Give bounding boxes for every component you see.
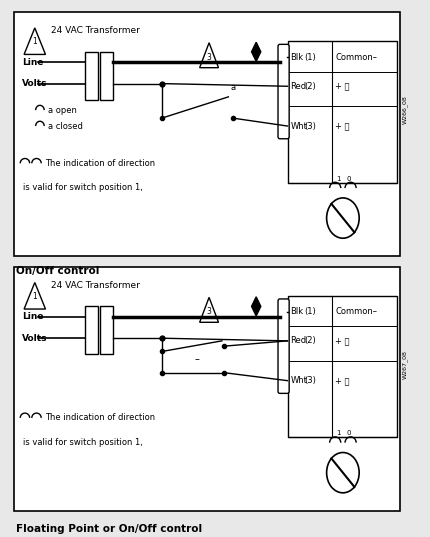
Text: Line: Line: [22, 313, 43, 322]
Text: 1: 1: [32, 37, 37, 46]
Text: (2): (2): [304, 336, 316, 345]
Text: (2): (2): [304, 82, 316, 91]
Text: Line: Line: [22, 58, 43, 67]
Polygon shape: [251, 42, 260, 61]
Bar: [14, 266, 399, 511]
Text: (3): (3): [304, 376, 316, 385]
Text: 24 VAC Transformer: 24 VAC Transformer: [50, 26, 139, 35]
Text: 0: 0: [346, 430, 350, 437]
Text: W267_08: W267_08: [401, 350, 406, 379]
Text: Floating Point or On/Off control: Floating Point or On/Off control: [16, 524, 202, 534]
Text: a closed: a closed: [48, 121, 82, 130]
Text: + ⌣: + ⌣: [335, 376, 349, 385]
Text: Wht: Wht: [290, 376, 307, 385]
Text: Volts: Volts: [22, 79, 47, 88]
Text: 3: 3: [206, 53, 211, 62]
Text: The indication of direction: The indication of direction: [45, 413, 155, 423]
Text: (1): (1): [304, 53, 316, 62]
Text: Volts: Volts: [22, 333, 47, 343]
Text: a: a: [230, 83, 235, 92]
Text: 1: 1: [336, 430, 341, 437]
Text: 3: 3: [206, 307, 211, 316]
Text: –: –: [194, 354, 199, 365]
Polygon shape: [251, 297, 260, 316]
Text: is valid for switch position 1,: is valid for switch position 1,: [23, 438, 142, 447]
Text: Common–: Common–: [335, 53, 377, 62]
Text: The indication of direction: The indication of direction: [45, 159, 155, 168]
Text: W266_08: W266_08: [401, 95, 406, 124]
FancyBboxPatch shape: [277, 299, 289, 394]
Bar: [85, 307, 98, 354]
FancyBboxPatch shape: [277, 45, 289, 139]
Text: Red: Red: [290, 82, 306, 91]
Text: Blk: Blk: [290, 307, 303, 316]
Text: 1: 1: [336, 176, 341, 182]
Text: (1): (1): [304, 307, 316, 316]
Bar: [288, 296, 396, 438]
Text: Wht: Wht: [290, 121, 307, 130]
Text: + ⌣: + ⌣: [335, 82, 349, 91]
Bar: [85, 52, 98, 99]
Bar: [288, 41, 396, 183]
Bar: [100, 52, 113, 99]
Text: 0: 0: [346, 176, 350, 182]
Text: 1: 1: [32, 292, 37, 301]
Text: Red: Red: [290, 336, 306, 345]
Text: a open: a open: [48, 106, 77, 114]
Text: On/Off control: On/Off control: [16, 265, 99, 275]
Text: is valid for switch position 1,: is valid for switch position 1,: [23, 183, 142, 192]
Text: Common–: Common–: [335, 307, 377, 316]
Bar: [14, 12, 399, 256]
Text: Blk: Blk: [290, 53, 303, 62]
Text: + ⌣: + ⌣: [335, 121, 349, 130]
Text: + ⌣: + ⌣: [335, 336, 349, 345]
Text: 24 VAC Transformer: 24 VAC Transformer: [50, 281, 139, 289]
Bar: [100, 307, 113, 354]
Text: (3): (3): [304, 121, 316, 130]
